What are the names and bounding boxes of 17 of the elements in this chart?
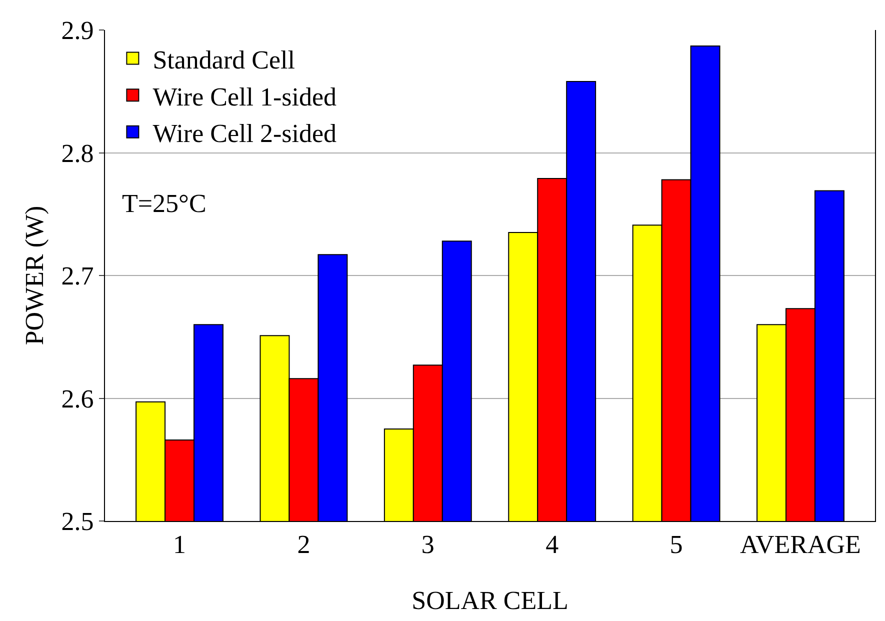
x-tick-label: 5 [670,530,683,560]
x-tick-label: AVERAGE [740,530,861,560]
y-tick-label: 2.5 [61,507,94,536]
x-tick-label: 2 [297,530,310,560]
x-tick-label: 1 [173,530,186,560]
y-tick-label: 2.9 [61,16,94,46]
y-tick-label: 2.8 [61,138,94,168]
x-axis-title: SOLAR CELL [412,586,568,615]
x-tick-label: 4 [546,530,559,560]
y-tick-label: 2.6 [61,384,94,414]
legend-label: Standard Cell [152,45,295,74]
y-axis-title: POWER (W) [20,206,49,346]
x-tick-label: 3 [421,530,434,560]
y-tick-label: 2.7 [61,262,94,291]
legend-label: Wire Cell 1-sided [152,82,336,112]
legend-label: Wire Cell 2-sided [152,119,336,148]
annotation: T=25°C [122,189,206,218]
